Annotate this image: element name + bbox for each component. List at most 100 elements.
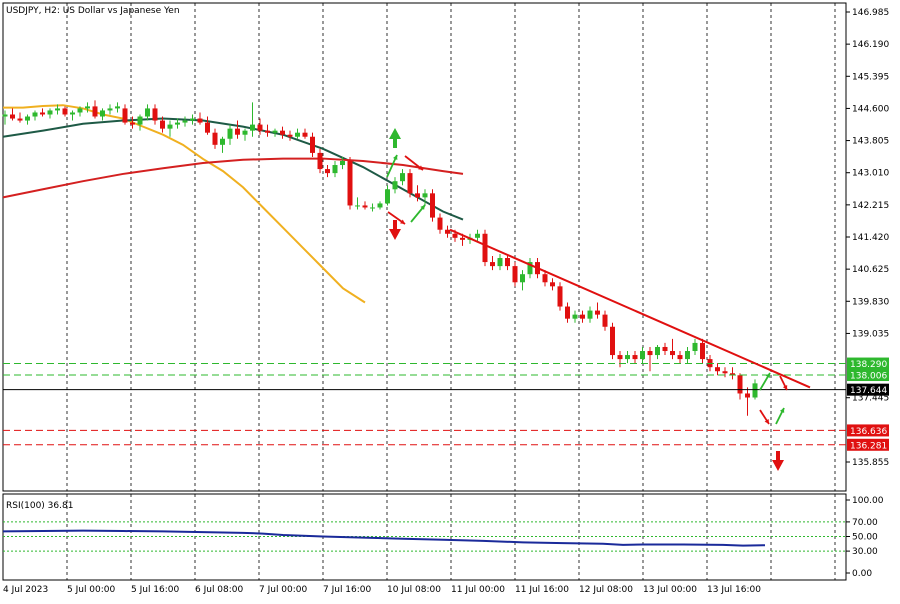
x-tick-label: 12 Jul 08:00 xyxy=(579,585,633,595)
candle-body xyxy=(212,132,218,145)
candle-body xyxy=(347,160,353,206)
candle-body xyxy=(182,120,188,123)
price-label: 138.290 xyxy=(850,360,887,370)
candle-body xyxy=(445,229,450,234)
arrow-down-icon xyxy=(389,220,401,240)
candle-body xyxy=(737,375,743,394)
y-tick-label: 137.445 xyxy=(852,394,889,404)
arrow-head-icon xyxy=(765,373,770,378)
candle-body xyxy=(32,112,38,117)
candle-body xyxy=(460,237,465,240)
x-tick-label: 11 Jul 00:00 xyxy=(451,585,505,595)
rsi-tick-label: 100.00 xyxy=(852,496,884,506)
y-tick-label: 145.395 xyxy=(852,72,889,82)
y-tick-label: 144.600 xyxy=(852,104,889,114)
x-tick-label: 5 Jul 16:00 xyxy=(131,585,180,595)
candle-body xyxy=(677,355,683,360)
candle-body xyxy=(565,306,570,319)
y-tick-label: 146.190 xyxy=(852,40,889,50)
y-tick-label: 141.420 xyxy=(852,233,889,243)
candle-body xyxy=(25,116,30,121)
rsi-title: RSI(100) 36.81 xyxy=(6,501,73,511)
price-label-bg xyxy=(847,424,889,437)
candle-body xyxy=(527,262,533,275)
y-tick-label: 143.805 xyxy=(852,137,889,147)
candle-body xyxy=(205,122,210,133)
x-tick-label: 6 Jul 08:00 xyxy=(195,585,244,595)
arrow-head-icon xyxy=(764,419,769,424)
candle-body xyxy=(100,110,105,117)
price-label: 138.006 xyxy=(850,372,887,382)
candle-body xyxy=(662,346,668,352)
candle-body xyxy=(362,205,368,208)
y-tick-label: 139.035 xyxy=(852,329,889,339)
x-tick-label: 7 Jul 00:00 xyxy=(259,585,308,595)
moving-average-line xyxy=(2,117,464,221)
arrow-down-icon xyxy=(772,451,784,471)
candle-body xyxy=(430,193,435,218)
price-label: 136.281 xyxy=(850,441,887,451)
candle-body xyxy=(482,233,488,263)
price-label: 137.644 xyxy=(850,386,887,396)
candle-body xyxy=(512,266,518,283)
candle-body xyxy=(265,130,270,133)
candle-body xyxy=(92,106,98,117)
x-tick-label: 11 Jul 16:00 xyxy=(515,585,569,595)
candle-body xyxy=(595,310,600,315)
candle-body xyxy=(452,233,458,238)
arrow-head-icon xyxy=(418,165,423,170)
candle-body xyxy=(250,124,255,131)
candle-body xyxy=(542,274,548,283)
price-label-bg xyxy=(847,357,889,370)
candle-body xyxy=(377,203,383,208)
candle-body xyxy=(385,189,390,204)
candle-body xyxy=(632,355,638,360)
candle-body xyxy=(475,233,480,238)
rsi-indicator xyxy=(2,521,846,552)
x-tick-label: 13 Jul 16:00 xyxy=(707,585,761,595)
candle-body xyxy=(107,108,113,111)
candle-body xyxy=(122,108,128,123)
candle-body xyxy=(317,152,323,170)
candle-body xyxy=(227,128,233,139)
candle-body xyxy=(280,130,285,135)
candle-body xyxy=(167,124,173,129)
candle-body xyxy=(70,112,75,115)
candle-body xyxy=(77,108,83,113)
y-tick-label: 135.855 xyxy=(852,458,889,468)
candle-body xyxy=(752,383,758,398)
candle-body xyxy=(287,134,293,137)
candle-body xyxy=(670,351,675,356)
price-levels: 138.290 138.006 137.644 136.636 136.281 xyxy=(3,357,889,451)
candle-body xyxy=(587,310,593,319)
x-tick-label: 5 Jul 00:00 xyxy=(67,585,116,595)
candle-body xyxy=(437,217,443,230)
candle-body xyxy=(85,106,90,109)
candle-body xyxy=(115,106,120,109)
candle-body xyxy=(550,282,555,287)
candle-body xyxy=(640,351,645,360)
arrow-head-icon xyxy=(779,408,785,413)
rsi-tick-label: 0.00 xyxy=(852,569,872,579)
candle-body xyxy=(505,258,510,267)
candle-body xyxy=(62,108,68,115)
candle-body xyxy=(332,165,338,174)
candle-body xyxy=(625,355,630,360)
price-label-bg xyxy=(847,438,889,451)
candle-body xyxy=(647,351,653,356)
arrow-head-icon xyxy=(420,205,425,210)
price-label-bg xyxy=(847,369,889,382)
y-tick-label: 139.830 xyxy=(852,297,889,307)
arrow-head-icon xyxy=(393,155,398,160)
candle-body xyxy=(272,130,278,133)
candle-body xyxy=(145,108,150,117)
y-tick-label: 143.010 xyxy=(852,169,889,179)
candle-body xyxy=(617,355,623,360)
candle-body xyxy=(242,130,248,135)
chart-title: USDJPY, H2: US Dollar vs Japanese Yen xyxy=(6,6,180,16)
axes: 4 Jul 2023 5 Jul 00:00 5 Jul 16:00 6 Jul 08… xyxy=(3,8,889,595)
candle-body xyxy=(580,314,585,319)
x-tick-label: 4 Jul 2023 xyxy=(3,585,48,595)
trendline xyxy=(449,228,811,389)
